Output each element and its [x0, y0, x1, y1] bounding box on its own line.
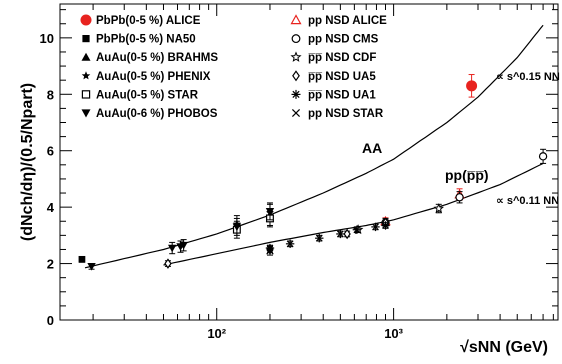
fit-curve [163, 162, 544, 266]
data-point [343, 228, 351, 240]
legend-marker [81, 71, 91, 80]
legend-label: pp NSD STAR [308, 108, 384, 120]
legend-label: PbPb(0-5 %) NA50 [96, 34, 196, 46]
legend-label: p̅p̅ NSD UA1 [308, 89, 377, 101]
data-points [78, 74, 548, 271]
legend-marker [290, 51, 302, 62]
legend-label: p̅p̅ NSD CDF [308, 52, 377, 64]
x-axis-label: √sNN (GeV) [460, 339, 548, 356]
pp-label: pp(p̅p̅) [445, 167, 489, 183]
aa-scaling-label: ∝ s^0.15 NN [496, 71, 560, 83]
legend-marker [291, 89, 301, 99]
y-tick-label: 8 [47, 87, 54, 102]
data-point [266, 247, 274, 255]
pp-scaling-label: ∝ s^0.11 NN [496, 195, 559, 207]
legend-marker [292, 70, 300, 82]
legend-marker [81, 109, 91, 118]
data-point [164, 258, 172, 269]
legend-label: AuAu(0-5 %) BRAHMS [96, 52, 218, 64]
legend-marker [81, 90, 91, 99]
fit-curves [84, 24, 544, 269]
data-point [78, 255, 86, 263]
legend-marker [81, 52, 91, 61]
plot-frame [59, 3, 559, 321]
legend-marker [291, 34, 301, 44]
data-point [336, 229, 345, 239]
data-point [371, 222, 380, 232]
data-point [433, 203, 445, 214]
legend-marker [80, 14, 92, 26]
legend-marker [291, 108, 301, 118]
data-point [538, 152, 548, 161]
aa-label: AA [362, 140, 382, 156]
legend-label: AuAu(0-6 %) PHOBOS [96, 108, 218, 120]
data-point [315, 233, 324, 243]
data-point [381, 221, 390, 230]
legend-label: p̅p̅ NSD UA5 [308, 71, 377, 83]
data-point [455, 193, 464, 202]
y-tick-label: 4 [47, 200, 55, 215]
legend: PbPb(0-5 %) ALICE PbPb(0-5 %) NA50 AuAu(0-… [80, 14, 387, 120]
data-point [466, 80, 478, 92]
data-point [265, 208, 275, 216]
legend-label: pp NSD CMS [308, 34, 379, 46]
y-tick-label: 2 [47, 257, 54, 272]
data-point [87, 263, 96, 271]
x-tick-label: 10² [207, 326, 226, 341]
legend-label: AuAu(0-5 %) PHENIX [96, 71, 211, 83]
data-point [352, 225, 362, 234]
axis-ticks: 0 2 4 6 8 10 10² 10³ [40, 4, 558, 341]
data-point [167, 244, 177, 253]
y-tick-label: 10 [40, 31, 54, 46]
y-tick-label: 6 [47, 144, 54, 159]
data-point [179, 241, 188, 250]
y-axis-label: (dNch/dη)/(0.5/Npart) [19, 83, 36, 241]
data-point [285, 239, 295, 249]
fit-curve [84, 24, 544, 269]
legend-marker [290, 14, 302, 25]
y-tick-label: 0 [47, 313, 54, 328]
x-tick-label: 10³ [384, 326, 403, 341]
data-point [232, 223, 242, 232]
legend-label: AuAu(0-5 %) STAR [96, 89, 199, 101]
legend-label: PbPb(0-5 %) ALICE [96, 15, 201, 27]
legend-marker [82, 35, 90, 43]
legend-label: pp NSD ALICE [308, 15, 387, 27]
